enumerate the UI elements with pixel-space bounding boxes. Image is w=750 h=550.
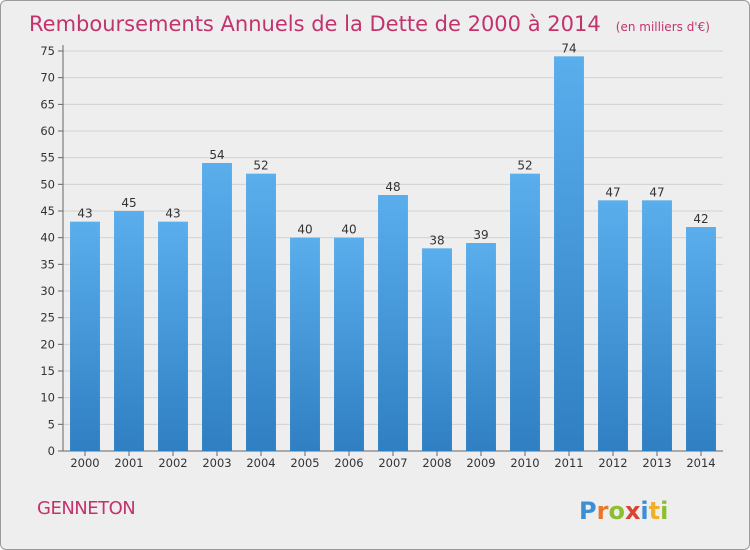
- bar-2010: [510, 173, 540, 451]
- x-tick-label: 2007: [378, 456, 407, 470]
- y-tick-labels: 0 5 10 15 20 25 30 35 40 45 50 55 60 65 70 75: [40, 44, 55, 458]
- y-tick-label: 55: [40, 151, 55, 165]
- x-tick-label: 2008: [422, 456, 451, 470]
- x-tick-label: 2014: [686, 456, 715, 470]
- y-tick-label: 5: [48, 417, 55, 431]
- y-tick-label: 50: [40, 177, 55, 191]
- chart-subtitle: (en milliers d'€): [616, 20, 710, 34]
- bar-value-label: 52: [517, 159, 532, 173]
- bar-2006: [334, 237, 364, 451]
- y-tick-label: 0: [48, 444, 55, 458]
- logo-letter: i: [640, 497, 648, 525]
- y-tick-label: 40: [40, 231, 55, 245]
- bar-value-labels: 43 45 43 54 52 40 40 48 38 39 52 74 47 47 42: [77, 41, 708, 247]
- x-tick-label: 2001: [114, 456, 143, 470]
- x-tick-label: 2013: [642, 456, 671, 470]
- x-tick-label: 2012: [598, 456, 627, 470]
- bar-value-label: 42: [693, 212, 708, 226]
- y-tick-label: 15: [40, 364, 55, 378]
- x-tick-label: 2004: [246, 456, 275, 470]
- bar-2003: [202, 163, 232, 451]
- y-tick-label: 25: [40, 311, 55, 325]
- bar-value-label: 40: [297, 223, 312, 237]
- x-tick-label: 2005: [290, 456, 319, 470]
- bar-2000: [70, 221, 100, 451]
- logo-letter: t: [649, 497, 660, 525]
- bar-value-label: 54: [209, 148, 224, 162]
- bar-value-label: 43: [77, 207, 92, 221]
- bar-value-label: 40: [341, 223, 356, 237]
- bar-2005: [290, 237, 320, 451]
- y-tick-label: 35: [40, 257, 55, 271]
- logo-letter: r: [597, 497, 609, 525]
- bar-value-label: 48: [385, 180, 400, 194]
- commune-name: GENNETON: [37, 498, 135, 519]
- chart-title-main: Remboursements Annuels de la Dette de 20…: [29, 12, 601, 36]
- bar-value-label: 52: [253, 159, 268, 173]
- y-tick-label: 75: [40, 44, 55, 58]
- x-tick-labels: 2000 2001 2002 2003 2004 2005 2006 2007 2008 2009…: [70, 451, 716, 470]
- x-tick-label: 2009: [466, 456, 495, 470]
- y-tick-label: 10: [40, 391, 55, 405]
- bar-2007: [378, 195, 408, 451]
- y-tick-label: 20: [40, 337, 55, 351]
- bar-2009: [466, 243, 496, 451]
- bar-value-label: 43: [165, 207, 180, 221]
- y-tick-label: 60: [40, 124, 55, 138]
- x-tick-label: 2003: [202, 456, 231, 470]
- bar-2013: [642, 200, 672, 451]
- x-tick-label: 2002: [158, 456, 187, 470]
- logo-letter: x: [625, 497, 641, 525]
- logo-letter: i: [660, 497, 668, 525]
- bar-2012: [598, 200, 628, 451]
- proxiti-logo: Proxiti: [579, 497, 668, 525]
- x-tick-label: 2006: [334, 456, 363, 470]
- x-tick-label: 2010: [510, 456, 539, 470]
- bar-2011: [554, 56, 584, 451]
- chart-title: Remboursements Annuels de la Dette de 20…: [29, 12, 710, 36]
- x-tick-label: 2000: [70, 456, 99, 470]
- bar-value-label: 74: [561, 41, 576, 55]
- y-tick-label: 65: [40, 97, 55, 111]
- y-tick-label: 30: [40, 284, 55, 298]
- bar-value-label: 45: [121, 196, 136, 210]
- bar-2001: [114, 211, 144, 451]
- bars: [70, 56, 716, 451]
- y-tick-label: 45: [40, 204, 55, 218]
- bar-2008: [422, 248, 452, 451]
- logo-letter: P: [579, 497, 597, 525]
- bar-2002: [158, 221, 188, 451]
- bar-2004: [246, 173, 276, 451]
- logo-letter: o: [608, 497, 625, 525]
- y-tick-label: 70: [40, 71, 55, 85]
- bar-value-label: 47: [605, 185, 620, 199]
- bar-value-label: 47: [649, 185, 664, 199]
- bar-2014: [686, 227, 716, 451]
- bar-value-label: 38: [429, 233, 444, 247]
- x-tick-label: 2011: [554, 456, 583, 470]
- bar-value-label: 39: [473, 228, 488, 242]
